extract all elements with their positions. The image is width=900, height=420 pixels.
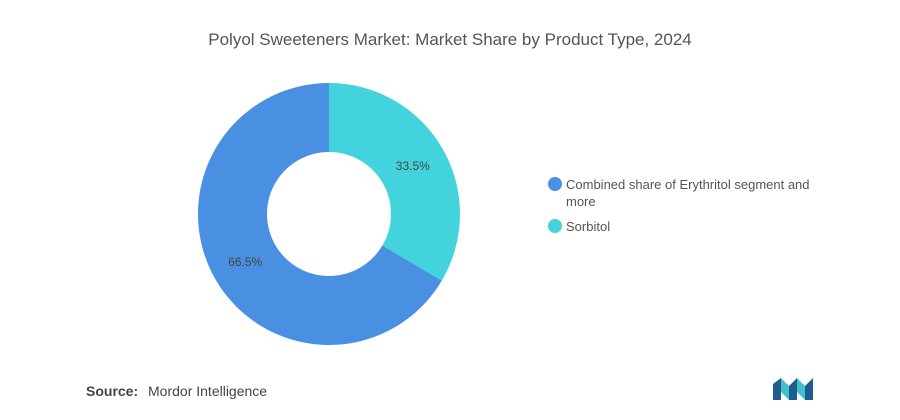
source-note: Source: Mordor Intelligence <box>86 383 267 399</box>
donut-slices <box>197 83 460 345</box>
source-key: Source: <box>86 383 139 399</box>
donut-slice-labels: 33.5% 66.5% <box>228 159 430 269</box>
slice-label-combined: 66.5% <box>228 255 262 269</box>
slice-label-sorbitol: 33.5% <box>396 159 430 173</box>
legend-item-erythritol: Combined share of Erythritol segment and… <box>548 176 848 210</box>
legend-swatch-erythritol <box>548 177 562 191</box>
donut-slice-combined <box>197 83 442 345</box>
mordor-intelligence-logo-icon <box>773 378 813 400</box>
legend-swatch-sorbitol <box>548 219 562 233</box>
chart-title: Polyol Sweeteners Market: Market Share b… <box>208 30 692 49</box>
donut-slice-sorbitol <box>329 83 460 281</box>
source-value: Mordor Intelligence <box>148 383 268 399</box>
legend-item-sorbitol: Sorbitol <box>548 218 848 235</box>
chart-legend: Combined share of Erythritol segment and… <box>548 176 848 243</box>
legend-label-sorbitol: Sorbitol <box>566 219 611 234</box>
legend-label-erythritol: Combined share of Erythritol segment and… <box>566 177 810 209</box>
